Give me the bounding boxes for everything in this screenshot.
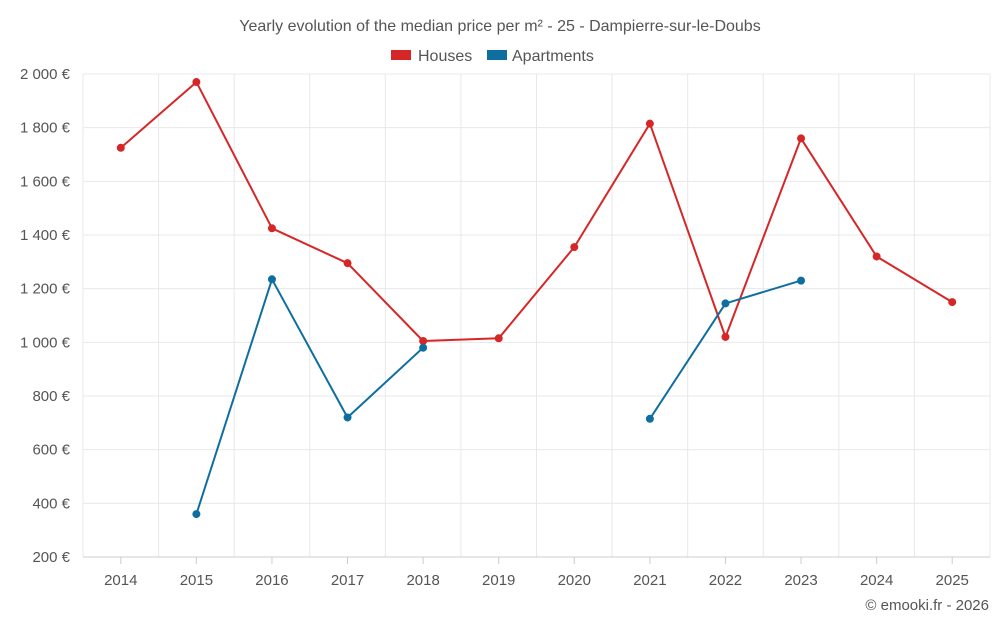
legend-label-houses: Houses [418,48,472,65]
data-point-houses[interactable] [494,334,503,343]
x-tick-label: 2017 [331,572,364,589]
y-tick-label: 1 800 € [20,120,71,137]
legend: Houses Apartments [391,48,594,65]
y-tick-label: 800 € [32,388,70,405]
x-tick-label: 2025 [936,572,969,589]
data-point-apartments[interactable] [419,343,428,352]
x-tick-label: 2022 [709,572,742,589]
data-point-houses[interactable] [797,134,806,143]
data-point-houses[interactable] [948,298,957,307]
x-tick-label: 2018 [406,572,439,589]
data-point-houses[interactable] [192,78,201,87]
data-point-houses[interactable] [343,259,352,268]
series-houses [116,78,957,345]
data-point-houses[interactable] [267,224,276,233]
data-point-apartments[interactable] [192,510,201,519]
grid-layer [82,73,991,557]
axis-layer: 200 € 400 € 600 € 800 € 1 000 € 1 200 € 1 400 … [20,66,990,589]
data-point-apartments[interactable] [645,414,654,423]
y-tick-label: 1 400 € [20,227,71,244]
legend-label-apartments: Apartments [512,48,594,65]
x-tick-label: 2019 [482,572,515,589]
y-tick-label: 200 € [32,549,70,566]
x-tick-label: 2020 [558,572,591,589]
series-apartments [192,275,806,519]
y-tick-label: 600 € [32,442,70,459]
data-point-houses[interactable] [419,336,428,345]
x-tick-label: 2023 [784,572,817,589]
data-point-houses[interactable] [872,252,881,261]
y-tick-label: 400 € [32,495,70,512]
credit-text: © emooki.fr - 2026 [865,597,989,614]
legend-swatch-apartments [487,50,507,60]
data-point-houses[interactable] [721,332,730,341]
legend-item-houses[interactable]: Houses [391,48,472,65]
data-point-houses[interactable] [645,119,654,128]
x-tick-label: 2014 [104,572,137,589]
series-layer [116,78,957,519]
x-tick-label: 2015 [180,572,213,589]
y-tick-label: 1 200 € [20,281,71,298]
legend-item-apartments[interactable]: Apartments [487,48,594,65]
data-point-apartments[interactable] [721,299,730,308]
data-point-apartments[interactable] [267,275,276,284]
chart-title: Yearly evolution of the median price per… [239,18,760,35]
y-tick-label: 1 000 € [20,334,71,351]
y-tick-label: 1 600 € [20,173,71,190]
x-tick-label: 2024 [860,572,893,589]
x-tick-label: 2016 [255,572,288,589]
data-point-apartments[interactable] [797,276,806,285]
data-point-apartments[interactable] [343,413,352,422]
x-tick-label: 2021 [633,572,666,589]
series-line-houses [120,81,953,342]
legend-swatch-houses [391,50,411,60]
y-tick-label: 2 000 € [20,66,71,83]
data-point-houses[interactable] [116,143,125,152]
data-point-houses[interactable] [570,243,579,252]
series-line-apartments [195,278,802,515]
